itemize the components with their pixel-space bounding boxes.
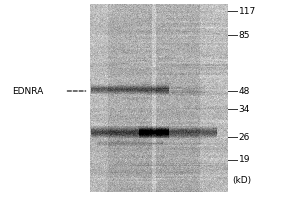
Text: 26: 26 — [238, 132, 250, 142]
Text: 85: 85 — [238, 30, 250, 40]
Bar — [0, 0, 300, 4]
Text: 48: 48 — [238, 86, 250, 96]
Bar — [0, 192, 300, 200]
Text: 34: 34 — [238, 105, 250, 114]
Bar — [228, 0, 300, 200]
Text: 19: 19 — [238, 156, 250, 164]
Bar — [0, 0, 90, 200]
Text: (kD): (kD) — [232, 176, 252, 184]
Text: EDNRA: EDNRA — [12, 86, 43, 96]
Text: 117: 117 — [238, 6, 256, 16]
